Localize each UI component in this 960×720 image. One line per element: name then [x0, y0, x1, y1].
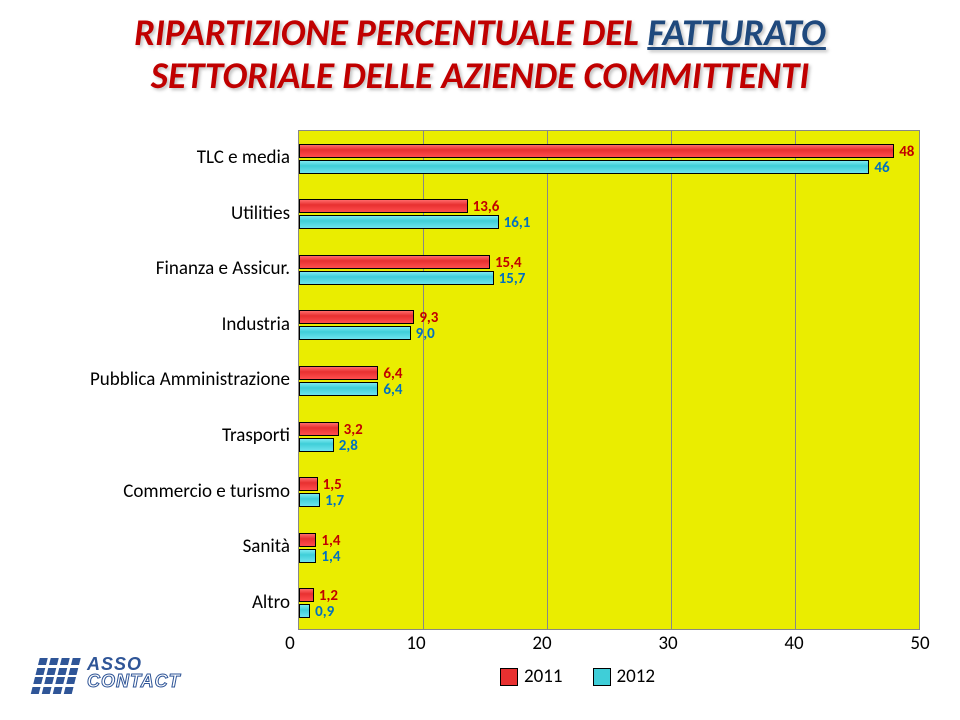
x-tick: 40: [784, 632, 803, 655]
value-label: 13,6: [473, 198, 500, 216]
legend-swatch: [500, 668, 518, 686]
value-label: 6,4: [383, 381, 402, 399]
bar: [299, 477, 318, 491]
x-tick: 30: [658, 632, 677, 655]
category-label: Altro: [252, 591, 290, 614]
value-label: 48: [899, 143, 914, 161]
logo-assocontact: ASSO CONTACT: [35, 652, 175, 702]
category-label: Utilities: [231, 202, 290, 225]
bar: [299, 271, 494, 285]
bar: [299, 493, 320, 507]
bar: [299, 533, 316, 547]
value-label: 16,1: [504, 214, 531, 232]
category-label: Trasporti: [222, 424, 290, 447]
bar: [299, 326, 411, 340]
logo-icon: [30, 658, 83, 696]
logo-text: ASSO CONTACT: [87, 656, 181, 690]
bar: [299, 199, 468, 213]
title-line2: SETTORIALE DELLE AZIENDE COMMITTENTI: [20, 55, 940, 98]
x-tick: 50: [910, 632, 929, 655]
value-label: 15,7: [499, 270, 526, 288]
plot-area: 484613,616,115,415,79,39,06,46,43,22,81,…: [298, 130, 920, 630]
bar: [299, 604, 310, 618]
value-label: 2,8: [339, 437, 358, 455]
bar: [299, 160, 869, 174]
bar: [299, 255, 490, 269]
bar: [299, 366, 378, 380]
bar: [299, 215, 499, 229]
legend-item: 2012: [593, 665, 656, 688]
legend-item: 2011: [500, 665, 563, 688]
chart-container: TLC e media Utilities Finanza e Assicur. In…: [40, 130, 920, 630]
bar: [299, 549, 316, 563]
bar: [299, 144, 894, 158]
value-label: 9,0: [416, 325, 435, 343]
value-label: 0,9: [315, 603, 334, 621]
value-label: 1,4: [321, 548, 340, 566]
x-tick: 10: [406, 632, 425, 655]
category-label: Finanza e Assicur.: [156, 257, 290, 280]
bar: [299, 588, 314, 602]
chart-title: RIPARTIZIONE PERCENTUALE DEL FATTURATO S…: [0, 0, 960, 105]
bar: [299, 422, 339, 436]
x-tick: 0: [285, 632, 295, 655]
x-tick: 20: [532, 632, 551, 655]
value-label: 46: [874, 159, 889, 177]
bar: [299, 310, 414, 324]
title-line1: RIPARTIZIONE PERCENTUALE DEL FATTURATO: [20, 12, 940, 55]
value-label: 1,7: [325, 492, 344, 510]
category-label: Industria: [222, 313, 290, 336]
category-label: Sanità: [243, 535, 290, 558]
x-axis: 01020304050: [290, 632, 920, 662]
legend-swatch: [593, 668, 611, 686]
legend: 2011 2012: [500, 665, 655, 688]
legend-label: 2011: [524, 665, 563, 688]
category-label: Pubblica Amministrazione: [90, 368, 290, 391]
category-label: TLC e media: [197, 146, 290, 169]
bar: [299, 382, 378, 396]
category-label: Commercio e turismo: [123, 480, 290, 503]
category-axis: TLC e media Utilities Finanza e Assicur. In…: [40, 130, 298, 630]
bar: [299, 438, 334, 452]
legend-label: 2012: [617, 665, 656, 688]
